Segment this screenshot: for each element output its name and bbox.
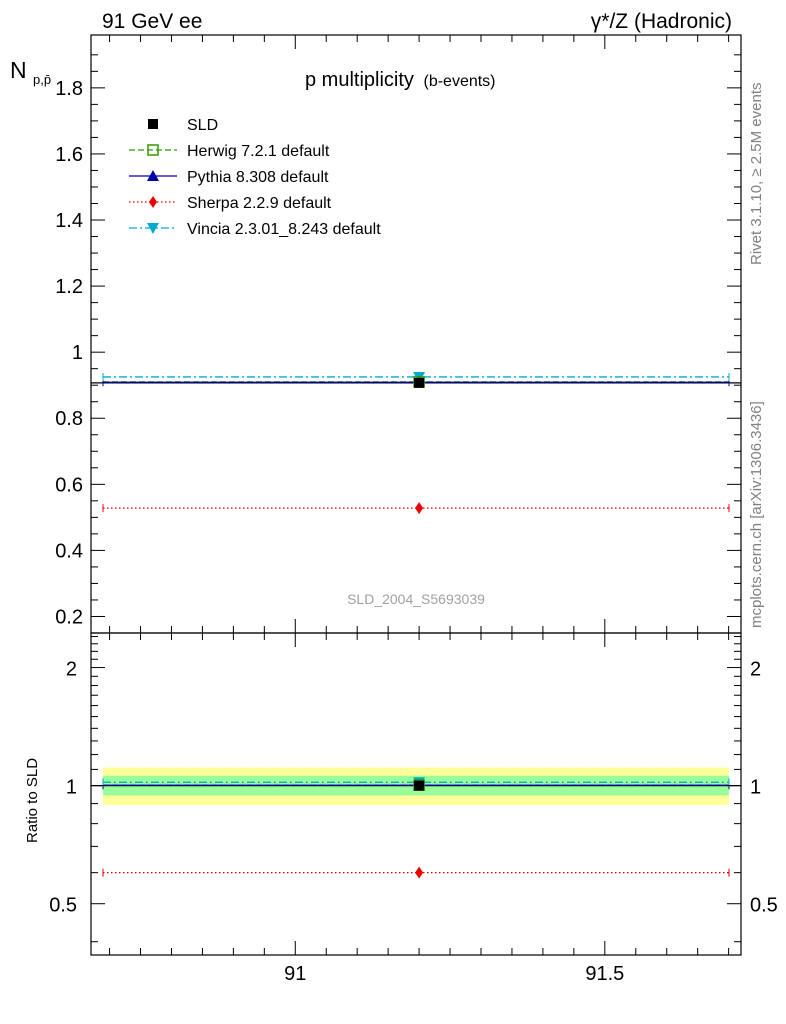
- main-series-marker-0: [414, 377, 425, 388]
- main-y-ticks: 0.2 0.4 0.6 0.8 1 1.2 1.4 1.6 1.8: [55, 54, 741, 634]
- main-ytick-label-0: 0.2: [55, 606, 83, 628]
- legend-label-3: Sherpa 2.2.9 default: [187, 195, 332, 212]
- ratio-y-axis-label: Ratio to SLD: [24, 758, 41, 843]
- main-series-marker-3: [415, 502, 424, 515]
- ratio-plot-frame: [90, 632, 742, 956]
- ratio-ytick-label-left-2: 2: [66, 659, 77, 681]
- ratio-bands: [103, 767, 729, 806]
- legend-marker-1: [147, 144, 159, 156]
- watermark: SLD_2004_S5693039: [347, 591, 485, 607]
- legend-marker-3: [149, 196, 157, 208]
- legend-label-1: Herwig 7.2.1 default: [187, 143, 330, 160]
- y-axis-label: N p,p̄: [10, 57, 51, 87]
- main-ytick-label-5: 1.2: [55, 276, 83, 298]
- mcplots-label: mcplots.cern.ch [arXiv:1306.3436]: [748, 401, 765, 628]
- ratio-ytick-label-right-2: 2: [750, 659, 761, 681]
- plot-title-sub: (b-events): [423, 73, 495, 90]
- plot-title: p multiplicity (b-events): [305, 69, 496, 91]
- main-ytick-label-2: 0.6: [55, 474, 83, 496]
- legend-label-2: Pythia 8.308 default: [187, 169, 329, 186]
- ratio-ytick-label-right-0: 0.5: [750, 895, 778, 917]
- ratio-series-marker-0: [414, 780, 425, 791]
- legend-marker-2: [147, 170, 159, 181]
- legend-label-0: SLD: [187, 117, 218, 134]
- legend-marker-0: [148, 119, 158, 129]
- ratio-y-ticks: 0.5 0.5 1 1 2 2: [49, 636, 778, 943]
- header-right: γ*/Z (Hadronic): [591, 10, 732, 33]
- y-axis-label-main: N: [10, 57, 27, 83]
- plot-title-main: p multiplicity: [305, 69, 414, 91]
- main-ytick-label-4: 1: [72, 342, 83, 364]
- ratio-ytick-label-left-1: 1: [66, 777, 77, 799]
- rivet-label: Rivet 3.1.10, ≥ 2.5M events: [748, 83, 765, 266]
- ratio-series-markers: [413, 777, 426, 879]
- main-ytick-label-7: 1.6: [55, 144, 83, 166]
- ratio-ytick-label-right-1: 1: [750, 777, 761, 799]
- header-left: 91 GeV ee: [102, 10, 202, 33]
- legend-label-4: Vincia 2.3.01_8.243 default: [187, 221, 381, 238]
- main-ytick-label-8: 1.8: [55, 78, 83, 100]
- ratio-x-ticks: 91 91.5: [109, 633, 730, 985]
- main-ytick-label-3: 0.8: [55, 408, 83, 430]
- ratio-xtick-label-1: 91.5: [585, 963, 624, 985]
- ratio-series-marker-3: [415, 866, 424, 879]
- ratio-ytick-label-left-0: 0.5: [49, 895, 77, 917]
- legend: SLD Herwig 7.2.1 default Pythia 8.308 defa…: [129, 117, 381, 238]
- main-series-markers: [413, 371, 426, 515]
- legend-marker-4: [147, 223, 159, 234]
- main-x-ticks: [109, 35, 730, 633]
- ratio-xtick-label-0: 91: [284, 963, 306, 985]
- y-axis-label-sub: p,p̄: [33, 72, 51, 87]
- main-ytick-label-6: 1.4: [55, 210, 83, 232]
- main-ytick-label-1: 0.4: [55, 540, 83, 562]
- main-series-lines: [91, 372, 741, 513]
